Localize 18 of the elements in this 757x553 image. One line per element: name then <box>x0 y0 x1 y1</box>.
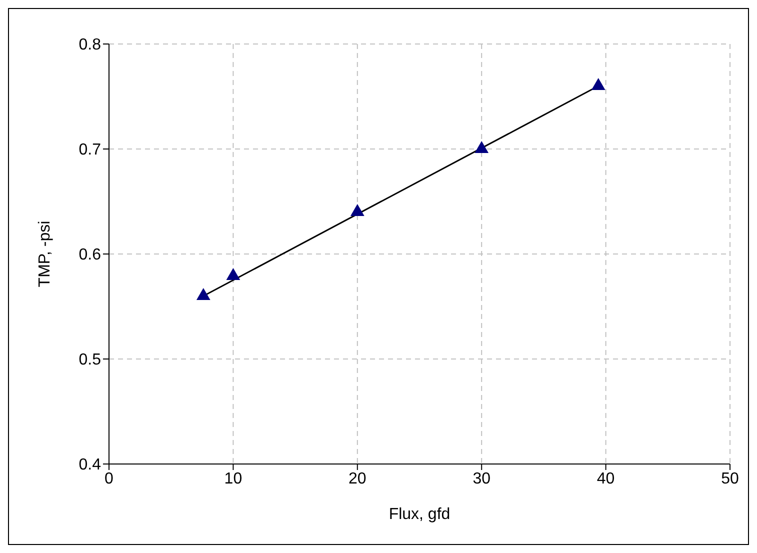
point <box>475 141 488 154</box>
x-tick-label: 40 <box>596 470 615 488</box>
y-tick-label: 0.6 <box>78 246 102 264</box>
point <box>592 78 605 90</box>
y-tick-label: 0.7 <box>78 142 102 159</box>
x-axis-title: Flux, gfd <box>388 506 450 523</box>
x-tick-label: 20 <box>348 470 366 488</box>
y-axis-title: TMP, -psi <box>36 220 54 288</box>
point <box>350 204 364 216</box>
y-tick-label: 0.5 <box>78 352 102 369</box>
x-tick-label: 0 <box>104 470 114 488</box>
point <box>196 288 210 300</box>
x-tick-label: 30 <box>472 470 491 488</box>
x-tick-label: 50 <box>721 470 739 488</box>
y-tick-label: 0.8 <box>78 36 102 54</box>
x-tick-label: 10 <box>224 470 242 488</box>
y-tick-label: 0.4 <box>78 456 102 474</box>
point <box>226 268 240 280</box>
